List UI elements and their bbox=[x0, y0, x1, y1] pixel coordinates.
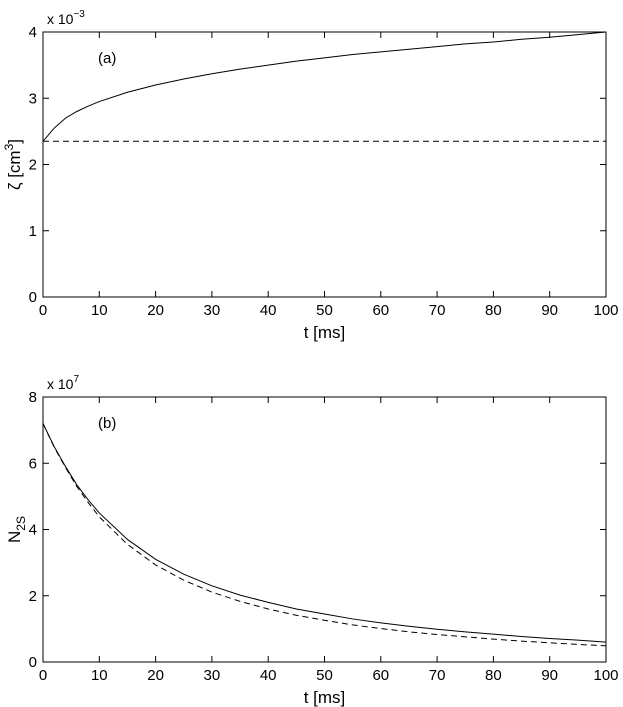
panel-b: 0 10 20 30 40 50 60 70 80 90 100 0 2 4 6 8 (b) x 107 t [ms… bbox=[5, 374, 619, 707]
x-tick-label: 70 bbox=[429, 302, 446, 319]
y-tick-label: 0 bbox=[29, 289, 37, 306]
x-tick-label: 90 bbox=[541, 302, 558, 319]
series-line-solid bbox=[42, 423, 607, 643]
x-tick-label: 60 bbox=[372, 667, 389, 684]
x-tick-label: 80 bbox=[485, 667, 502, 684]
y-tick-label: 6 bbox=[29, 455, 37, 472]
x-tick-label: 100 bbox=[593, 667, 618, 684]
x-tick-label: 50 bbox=[316, 302, 333, 319]
x-tick-label: 40 bbox=[260, 667, 277, 684]
y-multiplier: x 107 bbox=[47, 374, 79, 392]
x-tick-label: 40 bbox=[260, 302, 277, 319]
y-multiplier: x 10−3 bbox=[47, 9, 85, 27]
x-tick-label: 10 bbox=[91, 667, 108, 684]
x-axis-label: t [ms] bbox=[304, 688, 346, 707]
series-line-dashed bbox=[42, 423, 607, 647]
panel-annotation: (a) bbox=[98, 50, 116, 67]
y-tick-label: 4 bbox=[29, 24, 37, 41]
y-tick-label: 2 bbox=[29, 588, 37, 605]
y-tick-label: 0 bbox=[29, 654, 37, 671]
x-tick-label: 20 bbox=[147, 667, 164, 684]
plot-frame bbox=[42, 396, 607, 663]
x-tick-label: 30 bbox=[204, 302, 221, 319]
x-tick-label: 20 bbox=[147, 302, 164, 319]
y-tick-label: 8 bbox=[29, 389, 37, 406]
x-tick-label: 90 bbox=[541, 667, 558, 684]
y-tick-label: 2 bbox=[29, 157, 37, 174]
panel-a: 0 10 20 30 40 50 60 70 80 90 100 0 1 2 3 4 (a) x 10−3 t [m… bbox=[2, 9, 619, 342]
y-tick-label: 1 bbox=[29, 223, 37, 240]
plot-frame bbox=[42, 31, 607, 298]
x-tick-label: 100 bbox=[593, 302, 618, 319]
y-axis-label: ζ [cm3] bbox=[2, 139, 24, 190]
x-tick-label: 10 bbox=[91, 302, 108, 319]
x-tick-label: 50 bbox=[316, 667, 333, 684]
panel-annotation: (b) bbox=[98, 415, 116, 432]
x-axis-label: t [ms] bbox=[304, 323, 346, 342]
y-tick-label: 4 bbox=[29, 522, 37, 539]
y-tick-label: 3 bbox=[29, 90, 37, 107]
x-tick-label: 0 bbox=[39, 667, 47, 684]
x-tick-label: 0 bbox=[39, 302, 47, 319]
x-tick-label: 60 bbox=[372, 302, 389, 319]
series-line-solid bbox=[42, 31, 607, 142]
x-tick-label: 30 bbox=[204, 667, 221, 684]
x-tick-label: 70 bbox=[429, 667, 446, 684]
y-axis-label: N2S bbox=[5, 516, 28, 543]
x-tick-label: 80 bbox=[485, 302, 502, 319]
